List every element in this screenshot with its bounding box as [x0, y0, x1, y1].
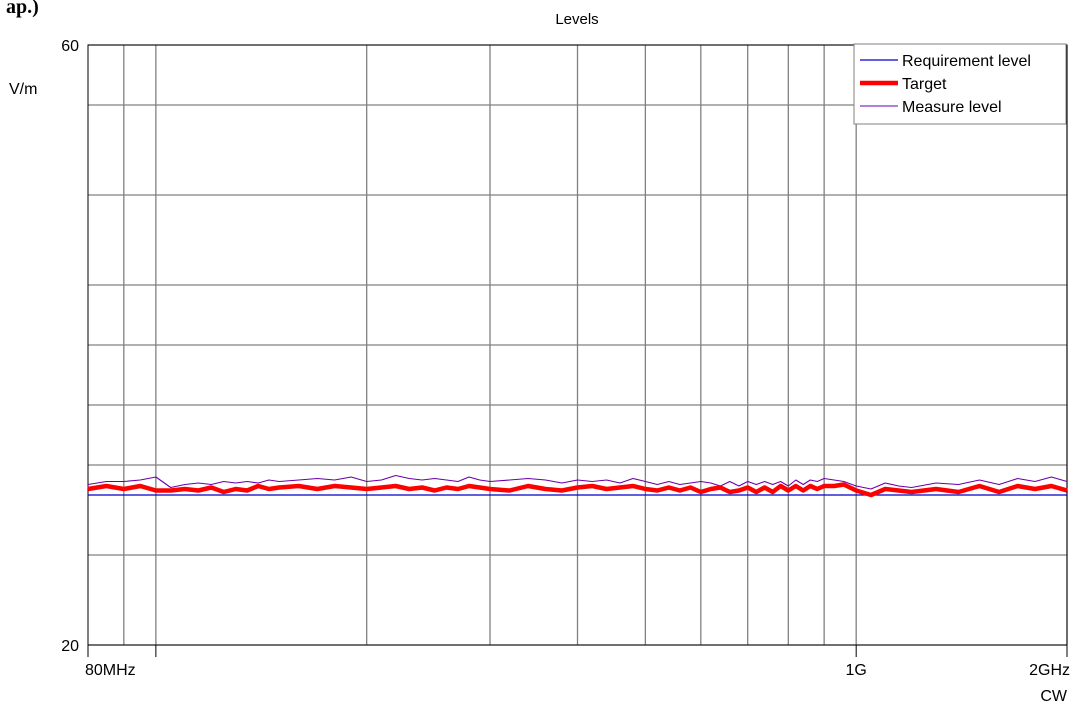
legend-entry: Measure level: [902, 99, 1002, 116]
y-tick-label: 20: [61, 638, 79, 655]
series-group: [87, 474, 1068, 498]
plot-frame: [87, 44, 1068, 646]
legend-entry: Target: [902, 76, 947, 93]
x-tick-label: 1G: [846, 662, 867, 679]
corner-caption: ap.): [6, 0, 39, 18]
legend: Requirement level Target Measure level: [853, 43, 1067, 125]
legend-entry: Requirement level: [902, 53, 1031, 70]
x-tick-label: 2GHz: [1029, 662, 1070, 679]
y-axis-label: V/m: [9, 81, 37, 98]
axes: 20 60 V/m 80MHz 1G 2GHz CW: [9, 38, 1070, 705]
chart-title: Levels: [555, 11, 598, 28]
y-tick-label: 60: [61, 38, 79, 55]
measure-level-line: [87, 474, 1068, 490]
target-line: [87, 482, 1068, 498]
grid: [88, 44, 1068, 646]
x-tick-label: 80MHz: [85, 662, 136, 679]
x-unit-note: CW: [1040, 688, 1068, 705]
